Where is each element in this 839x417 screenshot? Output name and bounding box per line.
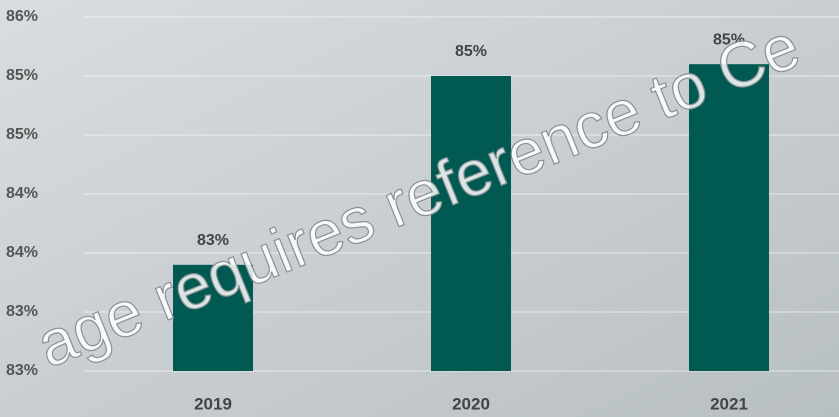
- y-tick-label: 85%: [6, 67, 38, 84]
- y-tick-label: 84%: [6, 244, 38, 261]
- value-label: 85%: [455, 43, 487, 60]
- x-tick-label: 2021: [710, 394, 748, 413]
- x-tick-label: 2020: [452, 394, 490, 413]
- y-tick-label: 85%: [6, 126, 38, 143]
- y-tick-label: 83%: [6, 362, 38, 379]
- y-tick-label: 84%: [6, 185, 38, 202]
- y-tick-label: 86%: [6, 8, 38, 25]
- chart: 83%83%84%84%85%85%86%201983%202085%20218…: [0, 0, 839, 417]
- x-tick-label: 2019: [194, 394, 232, 413]
